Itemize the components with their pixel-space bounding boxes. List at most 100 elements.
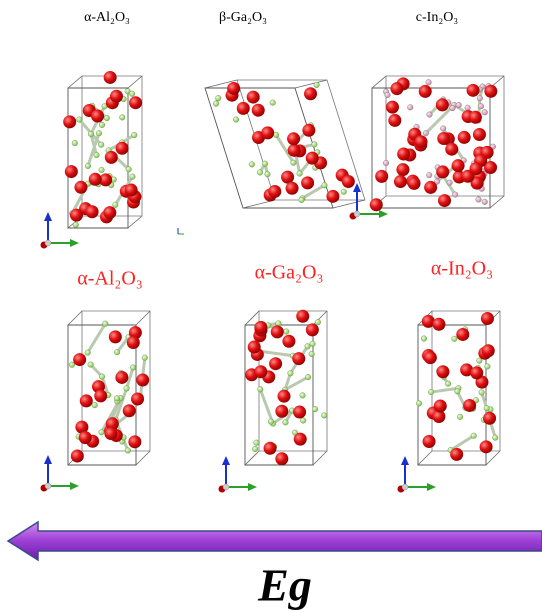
cation-atom xyxy=(254,440,260,446)
oxygen-atom xyxy=(104,427,117,440)
cation-atom xyxy=(299,197,305,203)
cation-atom xyxy=(452,336,458,342)
cation-atom xyxy=(341,189,347,195)
oxygen-atom xyxy=(452,159,465,172)
oxygen-atom xyxy=(432,318,445,331)
oxygen-atom xyxy=(91,110,104,123)
cation-atom xyxy=(103,321,109,327)
cation-atom xyxy=(88,131,94,137)
cation-atom xyxy=(300,418,306,424)
oxygen-atom xyxy=(292,352,305,365)
cation-atom xyxy=(99,122,105,128)
oxygen-atom xyxy=(304,87,317,100)
oxygen-atom xyxy=(252,104,265,117)
oxygen-atom xyxy=(397,147,410,160)
cation-atom xyxy=(85,350,91,356)
cation-atom xyxy=(309,351,315,357)
cation-atom xyxy=(315,319,321,325)
oxygen-atom xyxy=(65,165,78,178)
oxygen-atom xyxy=(424,351,437,364)
cation-atom xyxy=(423,130,429,136)
oxygen-atom xyxy=(396,163,409,176)
cell-edge xyxy=(245,451,259,465)
oxygen-atom xyxy=(94,389,107,402)
cation-atom xyxy=(471,433,477,439)
cell-edge xyxy=(313,451,327,465)
cation-atom xyxy=(385,92,391,98)
cell-edge xyxy=(68,76,82,88)
cation-atom xyxy=(129,91,135,97)
bond xyxy=(451,436,474,450)
oxygen-atom xyxy=(275,452,288,465)
cation-atom xyxy=(457,414,463,420)
cation-atom xyxy=(476,197,482,203)
cation-atom xyxy=(96,130,102,136)
cation-atom xyxy=(445,381,451,387)
cation-atom xyxy=(312,142,318,148)
cation-atom xyxy=(479,390,485,396)
axis-b xyxy=(248,483,257,491)
cation-atom xyxy=(114,349,120,355)
oxygen-atom xyxy=(375,170,388,183)
oxygen-atom xyxy=(483,412,496,425)
cation-atom xyxy=(113,202,119,208)
oxygen-atom xyxy=(482,344,495,357)
axis-origin xyxy=(223,484,229,490)
oxygen-atom xyxy=(480,440,493,453)
cation-atom xyxy=(421,336,427,342)
page: {"top_row": {"labels": ["α-Al₂O₃", "β-Ga… xyxy=(0,0,542,613)
oxygen-atom xyxy=(434,399,447,412)
cation-atom xyxy=(407,105,413,111)
axis-b xyxy=(379,210,388,218)
oxygen-atom xyxy=(261,126,274,139)
oxygen-atom xyxy=(79,431,92,444)
oxygen-atom xyxy=(436,365,449,378)
cation-atom xyxy=(69,362,75,368)
oxygen-atom xyxy=(456,328,469,341)
oxygen-atom xyxy=(105,151,118,164)
oxygen-atom xyxy=(71,449,84,462)
oxygen-atom xyxy=(394,175,407,188)
oxygen-atom xyxy=(296,310,309,323)
oxygen-atom xyxy=(306,323,319,336)
cation-atom xyxy=(310,341,316,347)
cell-edge xyxy=(333,200,365,208)
cation-atom xyxy=(465,105,471,111)
top-label: β-Ga₂O₃ xyxy=(219,10,267,25)
cation-atom xyxy=(484,405,490,411)
oxygen-atom xyxy=(247,91,260,104)
cation-atom xyxy=(276,321,282,327)
cation-atom xyxy=(265,171,271,177)
bottom-label: α-In₂O₃ xyxy=(431,258,493,280)
oxygen-atom xyxy=(294,433,307,446)
oxygen-atom xyxy=(268,185,281,198)
cation-atom xyxy=(297,171,303,177)
cation-atom xyxy=(482,199,488,205)
cation-atom xyxy=(312,406,318,412)
cation-atom xyxy=(94,152,100,158)
oxygen-atom xyxy=(436,98,449,111)
oxygen-atom xyxy=(282,335,295,348)
axis-origin xyxy=(402,484,408,490)
oxygen-atom xyxy=(286,182,299,195)
cation-atom xyxy=(485,364,491,370)
cell-edge xyxy=(136,311,150,325)
cation-atom xyxy=(492,435,498,441)
cation-atom xyxy=(213,101,219,107)
cation-atom xyxy=(268,419,274,425)
cation-atom xyxy=(455,389,461,395)
cation-atom xyxy=(305,374,311,380)
oxygen-atom xyxy=(467,84,480,97)
oxygen-atom xyxy=(115,371,128,384)
top-label: α-Al₂O₃ xyxy=(84,10,130,25)
cation-atom xyxy=(283,329,289,335)
oxygen-atom xyxy=(103,206,116,219)
cation-atom xyxy=(447,180,453,186)
cation-atom xyxy=(92,402,98,408)
cation-atom xyxy=(257,170,263,176)
oxygen-atom xyxy=(275,405,288,418)
oxygen-atom xyxy=(473,128,486,141)
cation-atom xyxy=(427,112,433,118)
oxygen-atom xyxy=(128,435,141,448)
cation-atom xyxy=(383,160,389,166)
